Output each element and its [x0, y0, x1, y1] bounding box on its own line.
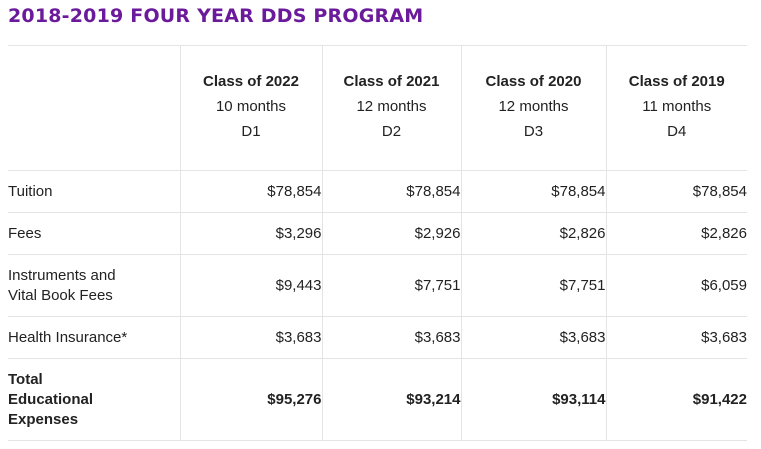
class-year: Class of 2019: [628, 73, 725, 90]
row-label-line: Instruments and: [8, 266, 116, 284]
cell-value: $2,826: [460, 212, 607, 255]
row-label: Fees: [8, 212, 181, 255]
cell-value: $78,854: [460, 170, 607, 213]
class-year: Class of 2021: [343, 73, 440, 90]
cell-value: $95,276: [179, 358, 323, 441]
cell-value: $78,854: [605, 170, 747, 213]
cell-value: $2,826: [605, 212, 747, 255]
column-header-d3: Class of 2020 12 months D3: [460, 45, 607, 171]
row-label-line: Expenses: [8, 410, 79, 428]
program-duration: 12 months: [356, 98, 427, 115]
cell-value: $6,059: [605, 254, 747, 317]
program-duration: 11 months: [642, 98, 712, 115]
year-code: D4: [667, 123, 687, 140]
year-code: D2: [381, 123, 402, 140]
class-year: Class of 2022: [203, 73, 299, 90]
expenses-table: Class of 2022 10 months D1 Class of 2021…: [8, 45, 747, 441]
program-duration: 10 months: [215, 98, 287, 115]
class-year: Class of 2020: [485, 73, 582, 90]
cell-value: $7,751: [321, 254, 462, 317]
table-row-instruments: Instruments and Vital Book Fees $9,443 $7…: [8, 254, 747, 317]
cell-value: $7,751: [460, 254, 607, 317]
cell-value: $3,683: [179, 316, 323, 359]
cell-value: $2,926: [321, 212, 462, 255]
row-label: Health Insurance*: [8, 316, 181, 359]
year-code: D1: [241, 123, 261, 140]
table-row-tuition: Tuition $78,854 $78,854 $78,854 $78,854: [8, 170, 747, 213]
page-title: 2018-2019 FOUR YEAR DDS PROGRAM: [8, 5, 424, 27]
table-row-total: Total Educational Expenses $95,276 $93,214…: [8, 358, 747, 441]
cell-value: $9,443: [179, 254, 323, 317]
table-row-fees: Fees $3,296 $2,926 $2,826 $2,826: [8, 212, 747, 255]
cell-value: $78,854: [179, 170, 323, 213]
row-label-line: Educational: [8, 390, 94, 408]
cell-value: $93,114: [460, 358, 607, 441]
table-row-health-insurance: Health Insurance* $3,683 $3,683 $3,683 $…: [8, 316, 747, 359]
row-label-line: Total: [8, 370, 43, 388]
table-header-row: Class of 2022 10 months D1 Class of 2021…: [8, 45, 747, 171]
cell-value: $78,854: [321, 170, 462, 213]
cell-value: $93,214: [321, 358, 462, 441]
cell-value: $91,422: [605, 358, 747, 441]
year-code: D3: [523, 123, 544, 140]
row-label-line: Vital Book Fees: [8, 286, 113, 304]
column-header-d2: Class of 2021 12 months D2: [321, 45, 462, 171]
header-empty-cell: [8, 45, 181, 171]
column-header-d1: Class of 2022 10 months D1: [179, 45, 323, 171]
cell-value: $3,683: [605, 316, 747, 359]
row-label: Total Educational Expenses: [8, 358, 181, 441]
cell-value: $3,683: [321, 316, 462, 359]
program-duration: 12 months: [498, 98, 569, 115]
column-header-d4: Class of 2019 11 months D4: [605, 45, 747, 171]
cell-value: $3,683: [460, 316, 607, 359]
row-label: Instruments and Vital Book Fees: [8, 254, 181, 317]
row-label: Tuition: [8, 170, 181, 213]
cell-value: $3,296: [179, 212, 323, 255]
